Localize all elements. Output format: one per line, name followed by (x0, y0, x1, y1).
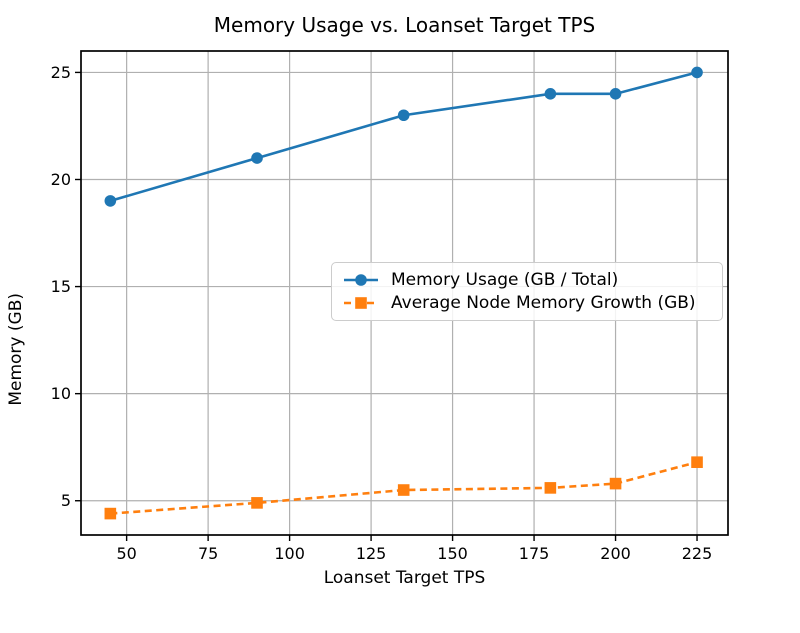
legend-entry-node-memory-growth: Average Node Memory Growth (GB) (341, 292, 712, 316)
legend-swatch-line-circle-icon (344, 273, 378, 286)
y-tick-label: 20 (51, 170, 71, 189)
data-point-marker (691, 66, 703, 79)
x-tick-label: 125 (356, 544, 387, 563)
y-tick-label: 10 (51, 384, 71, 403)
data-point-marker (397, 109, 410, 122)
data-point-marker (544, 482, 557, 494)
data-point-marker (104, 195, 117, 207)
x-tick-label: 200 (600, 544, 631, 563)
x-tick-label: 75 (198, 544, 218, 563)
legend-label: Average Node Memory Growth (GB) (391, 293, 696, 314)
legend: Memory Usage (GB / Total) Average Node M… (331, 262, 723, 321)
data-point-marker (397, 484, 410, 496)
x-tick-label: 225 (682, 544, 713, 563)
x-tick-label: 150 (437, 544, 468, 563)
y-tick-label: 5 (61, 491, 71, 510)
chart-title: Memory Usage vs. Loanset Target TPS (213, 13, 596, 37)
legend-entry-memory-usage: Memory Usage (GB / Total) (341, 268, 712, 292)
y-axis-label-text: Memory (GB) (6, 293, 26, 406)
plot-border (80, 50, 729, 536)
x-tick-label: 100 (274, 544, 305, 563)
x-tick-label: 175 (519, 544, 550, 563)
series-line-0 (109, 71, 698, 203)
data-point-marker (609, 88, 622, 100)
data-point-marker (251, 152, 263, 164)
data-point-marker (544, 88, 557, 100)
data-point-marker (691, 456, 703, 468)
x-tick-label: 50 (116, 544, 136, 563)
y-tick-label: 25 (51, 63, 71, 82)
legend-swatch-dash-square-icon (344, 297, 378, 310)
data-point-marker (104, 507, 117, 520)
data-point-marker (609, 477, 622, 490)
x-axis-label: Loanset Target TPS (323, 568, 486, 588)
series-line-1 (110, 460, 698, 515)
legend-label: Memory Usage (GB / Total) (391, 269, 619, 290)
y-tick-label: 15 (51, 277, 71, 296)
data-point-marker (251, 497, 263, 509)
